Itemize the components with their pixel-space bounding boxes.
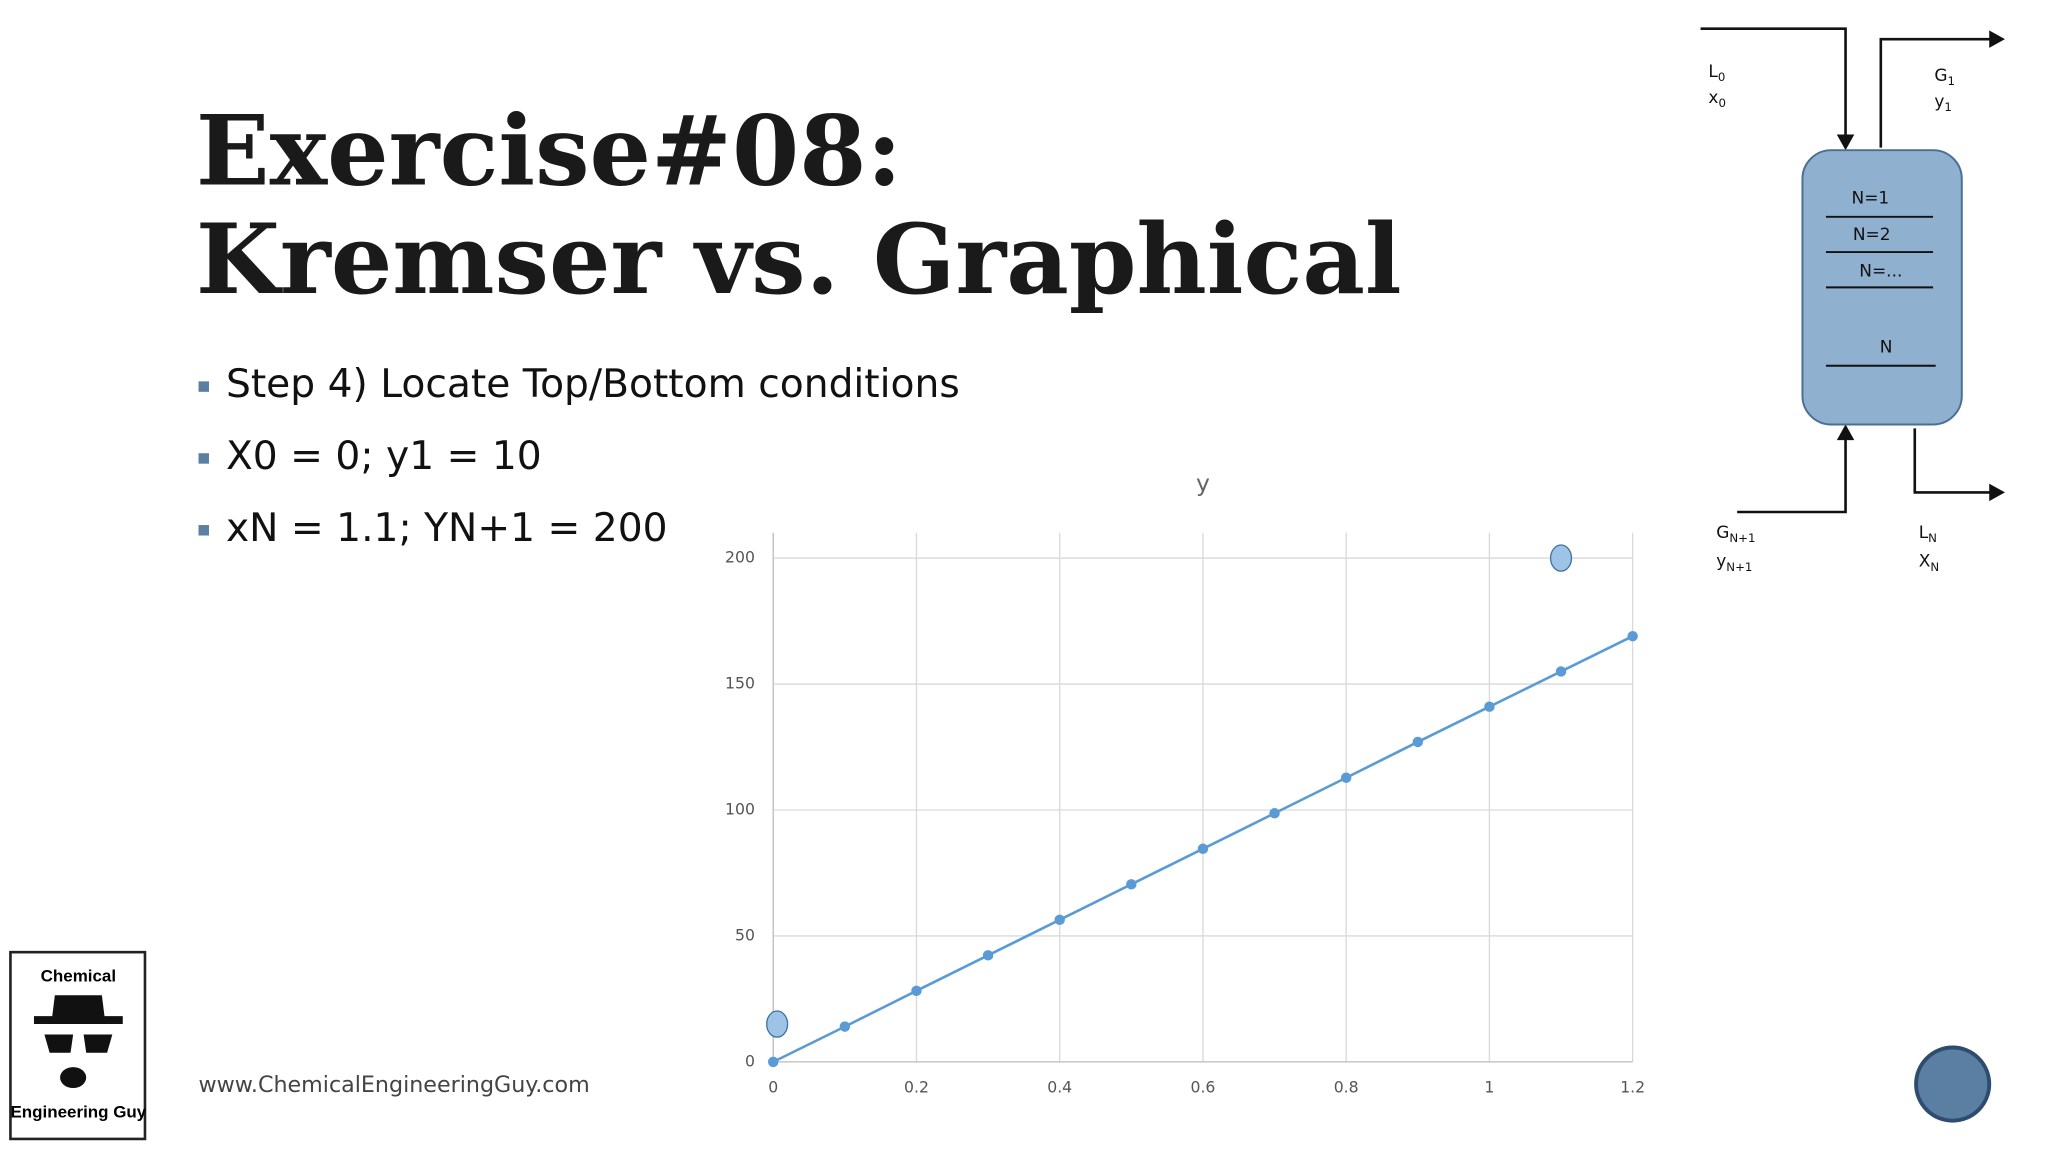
data-point (1484, 701, 1495, 712)
stream-label: yN+1 (1716, 552, 1752, 574)
data-point (1340, 772, 1352, 783)
x-tick-label: 0.4 (1047, 1078, 1072, 1097)
stream-label: XN (1919, 552, 1939, 574)
slide-title: Kremser vs. Graphical (196, 202, 1402, 316)
stream-symbol: y (1934, 92, 1944, 112)
stream-symbol: G (1716, 523, 1729, 543)
condition-marker (766, 1010, 789, 1038)
chart: y 0 50 100 150 200 0 0.2 0.4 0.6 0.8 1 1.2 (725, 469, 1645, 1096)
stream-subscript: N (1928, 531, 1937, 545)
logo-frame (9, 950, 147, 1141)
bullet-text: xN = 1.1; YN+1 = 200 (226, 506, 668, 551)
stream-label: G1 (1934, 66, 1955, 88)
y-tick-label: 50 (735, 925, 755, 944)
stream-subscript: N+1 (1729, 531, 1755, 545)
stream-subscript: N+1 (1726, 559, 1752, 573)
arrow (1836, 134, 1855, 151)
stream-label: y1 (1934, 92, 1952, 114)
stage-label: N=... (1859, 262, 1902, 282)
footer-url: www.ChemicalEngineeringGuy.com (199, 1072, 590, 1098)
x-tick-label: 1 (1484, 1078, 1494, 1097)
stream-subscript: 0 (1718, 70, 1725, 84)
x-tick-label: 0 (768, 1078, 778, 1097)
stream-symbol: y (1716, 552, 1726, 572)
condition-marker (1549, 544, 1573, 572)
data-point (768, 1056, 779, 1068)
data-point (1412, 736, 1424, 748)
stream-label: L0 (1708, 62, 1725, 84)
data-point (1627, 630, 1638, 642)
bullet-text: Step 4) Locate Top/Bottom conditions (226, 362, 960, 407)
stream-subscript: N (1930, 559, 1939, 573)
stream-symbol: x (1708, 88, 1718, 108)
column-diagram (1700, 27, 2005, 514)
x-tick-label: 0.2 (904, 1078, 929, 1097)
stream-subscript: 1 (1944, 100, 1951, 114)
stage-label: N (1880, 337, 1893, 357)
arrow (1836, 424, 1855, 441)
data-point (1269, 808, 1280, 819)
data-point (982, 950, 994, 961)
logo: Chemical Engineering Guy (9, 950, 147, 1141)
logo-beard (60, 1067, 87, 1088)
flow-line (1913, 428, 1994, 494)
data-point (1555, 666, 1567, 677)
data-point (1126, 879, 1137, 890)
y-tick-label: 150 (725, 674, 755, 693)
flow-line (1737, 436, 1847, 514)
bullet-marker (198, 525, 209, 536)
slide-title: Exercise#08: (196, 94, 902, 208)
data-point (839, 1021, 851, 1032)
nav-badge[interactable] (1914, 1045, 1992, 1123)
logo-hat (33, 995, 123, 1024)
stream-label: LN (1919, 523, 1937, 545)
x-tick-label: 0.6 (1190, 1078, 1215, 1097)
stream-subscript: 0 (1718, 96, 1725, 110)
arrow (1989, 30, 2005, 48)
stream-symbol: L (1919, 523, 1929, 543)
bullet-marker (198, 453, 209, 464)
logo-glasses (44, 1034, 113, 1053)
stage-label: N=2 (1853, 225, 1891, 245)
bullet-marker (198, 381, 209, 392)
x-tick-label: 1.2 (1620, 1078, 1645, 1097)
arrow (1989, 483, 2005, 502)
stream-label: x0 (1708, 88, 1726, 110)
logo-text: Chemical (41, 966, 116, 985)
stage-label: N=1 (1852, 189, 1890, 209)
stream-subscript: 1 (1948, 73, 1955, 87)
flow-line (1879, 37, 1994, 148)
logo-text: Engineering Guy (10, 1102, 146, 1121)
bullet-text: X0 = 0; y1 = 10 (226, 434, 542, 479)
stream-symbol: L (1708, 62, 1718, 82)
stream-symbol: X (1919, 552, 1931, 572)
y-tick-label: 200 (725, 548, 755, 567)
x-tick-label: 0.8 (1334, 1078, 1359, 1097)
flow-line (1700, 27, 1847, 139)
y-tick-label: 100 (725, 799, 755, 818)
data-point (1054, 914, 1065, 926)
chart-title: y (1196, 469, 1210, 497)
stream-symbol: G (1934, 66, 1947, 86)
stream-label: GN+1 (1716, 523, 1755, 545)
y-tick-label: 0 (745, 1051, 755, 1070)
bullet-list: Step 4) Locate Top/Bottom conditions X0 =… (198, 362, 960, 551)
data-point (911, 985, 922, 997)
data-point (1197, 843, 1209, 854)
